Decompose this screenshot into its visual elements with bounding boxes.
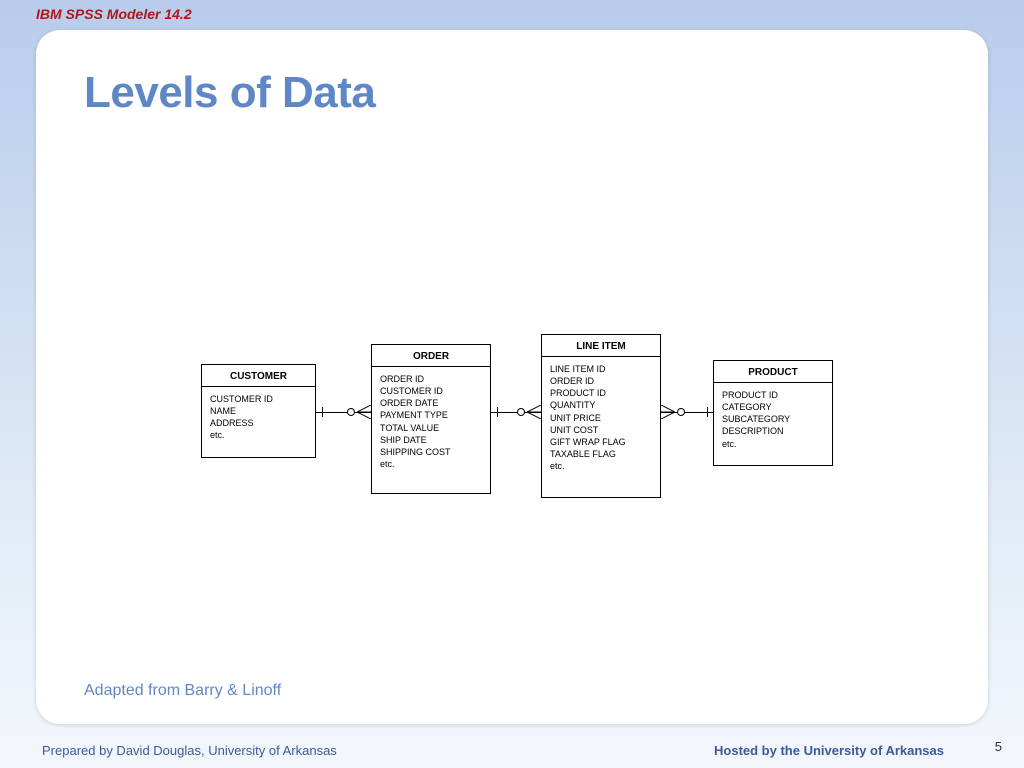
entity-field: NAME: [210, 405, 307, 417]
entity-field: ORDER ID: [550, 375, 652, 387]
entity-title: CUSTOMER: [202, 365, 315, 386]
cardinality-many-icon: [661, 405, 675, 419]
entity-field: CUSTOMER ID: [210, 393, 307, 405]
cardinality-zero-icon: [347, 408, 355, 416]
entity-title: PRODUCT: [714, 361, 832, 382]
entity-field: etc.: [550, 460, 652, 472]
entity-field: TOTAL VALUE: [380, 422, 482, 434]
entity-field: SHIPPING COST: [380, 446, 482, 458]
entity-field: CUSTOMER ID: [380, 385, 482, 397]
slide-page: IBM SPSS Modeler 14.2 Levels of Data CUS…: [0, 0, 1024, 768]
entity-fields: PRODUCT IDCATEGORYSUBCATEGORYDESCRIPTION…: [714, 387, 832, 458]
entity-field: GIFT WRAP FLAG: [550, 436, 652, 448]
entity-title: ORDER: [372, 345, 490, 366]
cardinality-one-tick: [707, 407, 708, 417]
entity-fields: ORDER IDCUSTOMER IDORDER DATEPAYMENT TYP…: [372, 371, 490, 478]
entity-field: etc.: [210, 429, 307, 441]
footer-hosted-by: Hosted by the University of Arkansas: [714, 743, 944, 758]
slide-card: Levels of Data CUSTOMERCUSTOMER IDNAMEAD…: [36, 30, 988, 724]
er-diagram: CUSTOMERCUSTOMER IDNAMEADDRESSetc.ORDERO…: [201, 340, 901, 550]
entity-separator: [202, 386, 315, 387]
entity-product: PRODUCT PRODUCT IDCATEGORYSUBCATEGORYDESC…: [713, 360, 833, 466]
entity-title: LINE ITEM: [542, 335, 660, 356]
entity-fields: LINE ITEM IDORDER IDPRODUCT IDQUANTITYUN…: [542, 361, 660, 480]
entity-field: SUBCATEGORY: [722, 413, 824, 425]
cardinality-one-tick: [497, 407, 498, 417]
entity-field: ORDER ID: [380, 373, 482, 385]
entity-field: DESCRIPTION: [722, 425, 824, 437]
entity-field: PAYMENT TYPE: [380, 409, 482, 421]
entity-fields: CUSTOMER IDNAMEADDRESSetc.: [202, 391, 315, 450]
cardinality-one-tick: [322, 407, 323, 417]
entity-field: PRODUCT ID: [722, 389, 824, 401]
entity-field: SHIP DATE: [380, 434, 482, 446]
entity-field: LINE ITEM ID: [550, 363, 652, 375]
entity-separator: [542, 356, 660, 357]
cardinality-zero-icon: [517, 408, 525, 416]
entity-field: CATEGORY: [722, 401, 824, 413]
product-header: IBM SPSS Modeler 14.2: [36, 6, 192, 22]
cardinality-many-icon: [527, 405, 541, 419]
slide-title: Levels of Data: [84, 68, 940, 118]
entity-separator: [714, 382, 832, 383]
entity-customer: CUSTOMER CUSTOMER IDNAMEADDRESSetc.: [201, 364, 316, 458]
entity-field: ADDRESS: [210, 417, 307, 429]
attribution-text: Adapted from Barry & Linoff: [84, 682, 281, 700]
entity-field: TAXABLE FLAG: [550, 448, 652, 460]
footer-prepared-by: Prepared by David Douglas, University of…: [42, 743, 337, 758]
entity-separator: [372, 366, 490, 367]
page-number: 5: [995, 739, 1002, 754]
entity-field: UNIT PRICE: [550, 412, 652, 424]
entity-order: ORDER ORDER IDCUSTOMER IDORDER DATEPAYMEN…: [371, 344, 491, 494]
entity-field: QUANTITY: [550, 399, 652, 411]
entity-field: etc.: [380, 458, 482, 470]
cardinality-many-icon: [357, 405, 371, 419]
entity-field: etc.: [722, 438, 824, 450]
entity-lineitem: LINE ITEM LINE ITEM IDORDER IDPRODUCT IDQ…: [541, 334, 661, 498]
entity-field: ORDER DATE: [380, 397, 482, 409]
cardinality-zero-icon: [677, 408, 685, 416]
entity-field: UNIT COST: [550, 424, 652, 436]
entity-field: PRODUCT ID: [550, 387, 652, 399]
